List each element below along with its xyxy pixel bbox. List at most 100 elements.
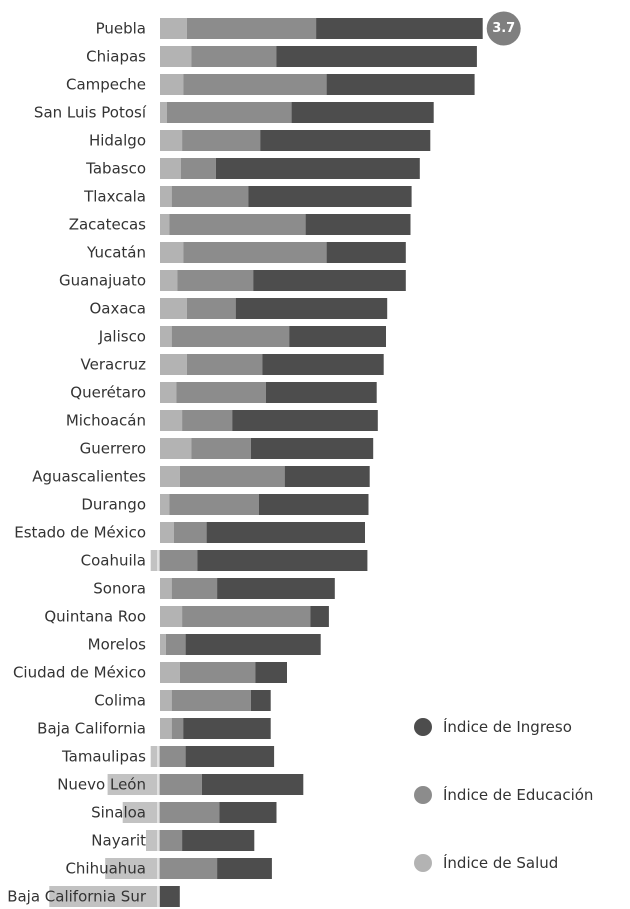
state-label-ciudad-de-mexico: Ciudad de México bbox=[13, 664, 146, 682]
state-label-quintana-roo: Quintana Roo bbox=[44, 608, 146, 626]
bar-san-luis-potosi-indice-de-educacion bbox=[167, 102, 292, 123]
bar-tamaulipas-indice-de-ingreso bbox=[185, 746, 275, 767]
legend-label-indice-de-educacion: Índice de Educación bbox=[443, 785, 593, 804]
bar-san-luis-potosi-indice-de-salud bbox=[160, 102, 167, 123]
bar-tabasco-indice-de-salud bbox=[160, 158, 181, 179]
bar-guanajuato-indice-de-salud bbox=[160, 270, 178, 291]
bar-colima-indice-de-salud bbox=[160, 690, 172, 711]
bar-puebla-indice-de-educacion bbox=[186, 18, 317, 39]
bar-tamaulipas-indice-de-educacion bbox=[160, 746, 186, 767]
bar-durango-indice-de-educacion bbox=[169, 494, 259, 515]
bar-guanajuato-indice-de-educacion bbox=[177, 270, 254, 291]
bar-ciudad-de-mexico-indice-de-ingreso bbox=[255, 662, 287, 683]
state-label-coahuila: Coahuila bbox=[81, 552, 146, 570]
bar-quintana-roo-indice-de-educacion bbox=[182, 606, 311, 627]
state-label-morelos: Morelos bbox=[88, 636, 147, 654]
legend-label-indice-de-ingreso: Índice de Ingreso bbox=[443, 717, 572, 736]
state-label-veracruz: Veracruz bbox=[81, 356, 147, 374]
bar-morelos-indice-de-educacion bbox=[165, 634, 186, 655]
bar-durango-indice-de-salud bbox=[160, 494, 170, 515]
bar-veracruz-indice-de-salud bbox=[160, 354, 187, 375]
bar-nayarit-indice-de-salud bbox=[146, 830, 160, 851]
state-label-tamaulipas: Tamaulipas bbox=[61, 748, 146, 766]
bar-sinaloa-indice-de-salud bbox=[122, 802, 160, 823]
state-label-colima: Colima bbox=[94, 692, 146, 710]
bar-estado-de-mexico-indice-de-salud bbox=[160, 522, 174, 543]
state-label-tabasco: Tabasco bbox=[85, 160, 146, 178]
bar-tlaxcala-indice-de-ingreso bbox=[248, 186, 412, 207]
state-label-baja-california-sur: Baja California Sur bbox=[7, 888, 147, 906]
state-label-baja-california: Baja California bbox=[37, 720, 146, 738]
bar-veracruz-indice-de-ingreso bbox=[262, 354, 384, 375]
value-badge bbox=[486, 11, 521, 46]
bar-chiapas-indice-de-ingreso bbox=[276, 46, 477, 67]
bar-nuevo-leon-indice-de-educacion bbox=[160, 774, 202, 795]
bar-quintana-roo-indice-de-salud bbox=[160, 606, 183, 627]
bar-queretaro-indice-de-educacion bbox=[176, 382, 266, 403]
bar-colima-indice-de-educacion bbox=[171, 690, 251, 711]
legend-label-indice-de-salud: Índice de Salud bbox=[443, 853, 558, 872]
value-badge-layer: 3.7 bbox=[486, 11, 521, 46]
bar-oaxaca-indice-de-ingreso bbox=[235, 298, 388, 319]
bar-nayarit-indice-de-ingreso bbox=[182, 830, 255, 851]
bar-chihuahua-indice-de-ingreso bbox=[217, 858, 272, 879]
bar-campeche-indice-de-salud bbox=[160, 74, 184, 95]
bar-tlaxcala-indice-de-salud bbox=[160, 186, 172, 207]
bar-sinaloa-indice-de-ingreso bbox=[219, 802, 277, 823]
bar-michoacan-indice-de-salud bbox=[160, 410, 183, 431]
bar-hidalgo-indice-de-salud bbox=[160, 130, 183, 151]
bar-aguascalientes-indice-de-salud bbox=[160, 466, 180, 487]
bar-guerrero-indice-de-educacion bbox=[191, 438, 251, 459]
state-label-durango: Durango bbox=[81, 496, 146, 514]
bar-zacatecas-indice-de-salud bbox=[160, 214, 170, 235]
bar-tamaulipas-indice-de-salud bbox=[150, 746, 160, 767]
bar-hidalgo-indice-de-educacion bbox=[182, 130, 261, 151]
state-label-chiapas: Chiapas bbox=[86, 48, 146, 66]
bar-morelos-indice-de-ingreso bbox=[185, 634, 321, 655]
state-label-oaxaca: Oaxaca bbox=[89, 300, 146, 318]
bar-queretaro-indice-de-salud bbox=[160, 382, 177, 403]
bar-tabasco-indice-de-educacion bbox=[181, 158, 216, 179]
state-label-hidalgo: Hidalgo bbox=[89, 132, 146, 150]
bar-sinaloa-indice-de-educacion bbox=[160, 802, 220, 823]
bar-zacatecas-indice-de-educacion bbox=[169, 214, 306, 235]
state-label-guerrero: Guerrero bbox=[80, 440, 146, 458]
category-labels-layer: Puebla Chiapas Campeche San Luis Potosí Hida… bbox=[7, 20, 147, 906]
bar-oaxaca-indice-de-salud bbox=[160, 298, 187, 319]
bar-ciudad-de-mexico-indice-de-salud bbox=[160, 662, 180, 683]
bar-nuevo-leon-indice-de-ingreso bbox=[201, 774, 304, 795]
bar-sonora-indice-de-educacion bbox=[171, 578, 218, 599]
bar-chiapas-indice-de-educacion bbox=[191, 46, 277, 67]
bar-aguascalientes-indice-de-ingreso bbox=[284, 466, 370, 487]
bar-zacatecas-indice-de-ingreso bbox=[305, 214, 411, 235]
bar-veracruz-indice-de-educacion bbox=[186, 354, 263, 375]
bar-campeche-indice-de-ingreso bbox=[326, 74, 475, 95]
state-label-zacatecas: Zacatecas bbox=[69, 216, 146, 234]
state-label-puebla: Puebla bbox=[96, 20, 146, 38]
bar-sonora-indice-de-ingreso bbox=[217, 578, 335, 599]
state-label-tlaxcala: Tlaxcala bbox=[83, 188, 146, 206]
bar-queretaro-indice-de-ingreso bbox=[266, 382, 377, 403]
legend-marker-indice-de-ingreso bbox=[414, 718, 432, 736]
state-label-nayarit: Nayarit bbox=[91, 832, 146, 850]
state-label-san-luis-potosi: San Luis Potosí bbox=[34, 104, 147, 122]
bar-jalisco-indice-de-educacion bbox=[171, 326, 290, 347]
bar-puebla-indice-de-salud bbox=[160, 18, 187, 39]
state-label-nuevo-leon: Nuevo León bbox=[57, 776, 146, 794]
bar-coahuila-indice-de-ingreso bbox=[197, 550, 368, 571]
bar-yucatan-indice-de-ingreso bbox=[326, 242, 406, 263]
bar-guanajuato-indice-de-ingreso bbox=[253, 270, 406, 291]
bar-michoacan-indice-de-ingreso bbox=[232, 410, 378, 431]
bar-nayarit-indice-de-educacion bbox=[160, 830, 183, 851]
state-label-campeche: Campeche bbox=[66, 76, 146, 94]
state-label-aguascalientes: Aguascalientes bbox=[32, 468, 146, 486]
bar-baja-california-indice-de-ingreso bbox=[183, 718, 271, 739]
bar-yucatan-indice-de-educacion bbox=[183, 242, 327, 263]
legend-marker-indice-de-salud bbox=[414, 854, 432, 872]
bar-hidalgo-indice-de-ingreso bbox=[260, 130, 431, 151]
bar-guerrero-indice-de-ingreso bbox=[250, 438, 374, 459]
bar-yucatan-indice-de-salud bbox=[160, 242, 184, 263]
state-label-sinaloa: Sinaloa bbox=[91, 804, 146, 822]
state-label-michoacan: Michoacán bbox=[66, 412, 146, 430]
